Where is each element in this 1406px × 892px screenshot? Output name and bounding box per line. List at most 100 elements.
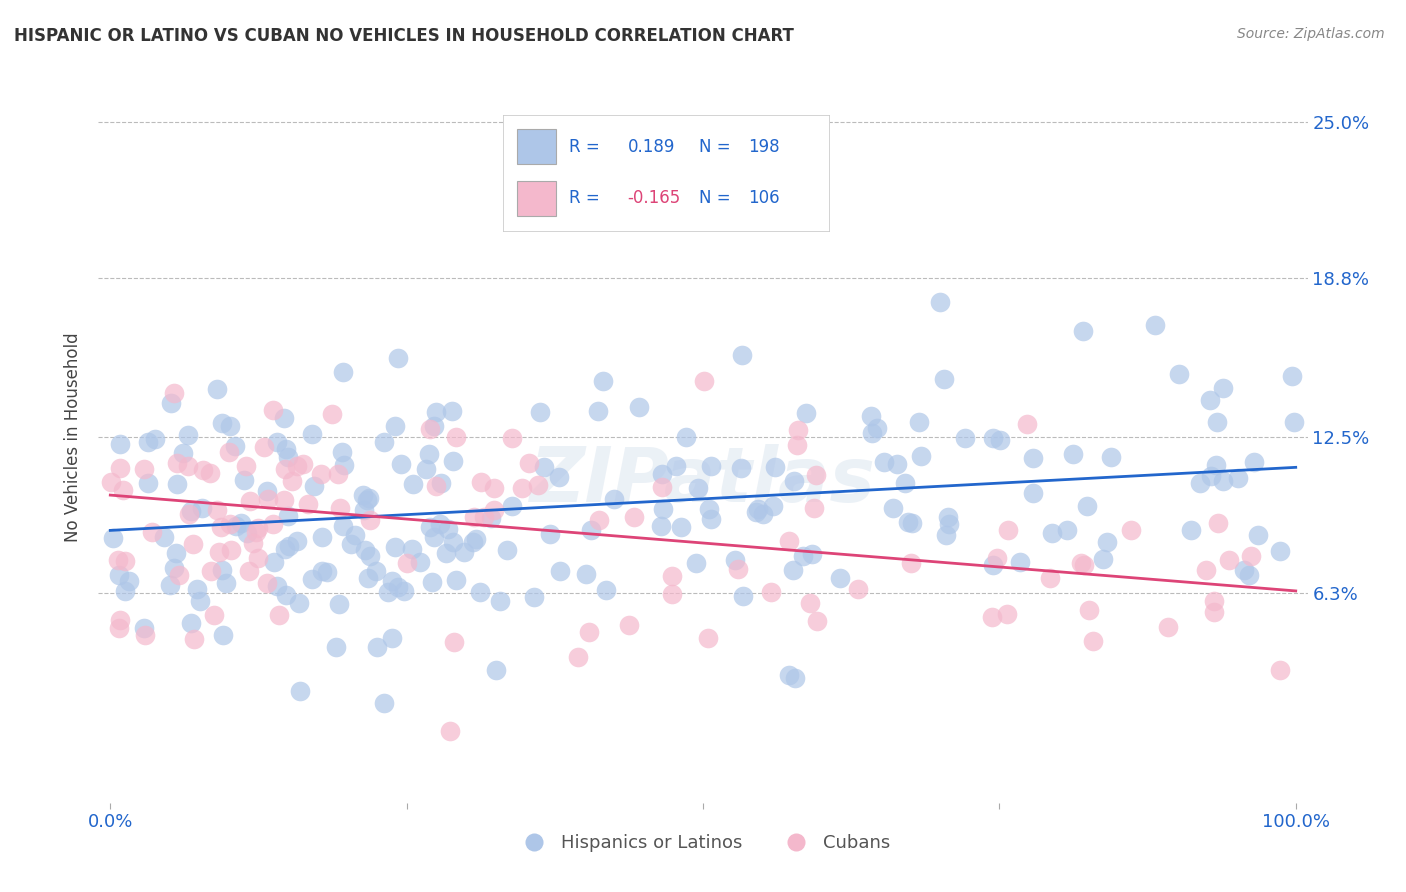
- Point: [1240, 549, 1263, 563]
- Point: [366, 564, 388, 578]
- Point: [752, 507, 775, 521]
- Point: [287, 533, 309, 548]
- Point: [1022, 451, 1045, 466]
- Point: [886, 457, 908, 471]
- Point: [256, 484, 278, 499]
- Point: [235, 458, 257, 473]
- Point: [1205, 458, 1227, 472]
- Point: [377, 585, 399, 599]
- Point: [239, 493, 262, 508]
- Point: [803, 500, 825, 515]
- Point: [897, 515, 920, 529]
- Point: [792, 549, 814, 564]
- Point: [910, 449, 932, 463]
- Point: [356, 493, 378, 508]
- Point: [288, 596, 311, 610]
- Point: [804, 468, 827, 483]
- Point: [627, 400, 650, 414]
- Point: [262, 516, 284, 531]
- Point: [110, 613, 132, 627]
- Point: [846, 582, 869, 596]
- Text: HISPANIC OR LATINO VS CUBAN NO VEHICLES IN HOUSEHOLD CORRELATION CHART: HISPANIC OR LATINO VS CUBAN NO VEHICLES …: [14, 27, 794, 45]
- Point: [108, 437, 131, 451]
- Point: [1212, 474, 1234, 488]
- Point: [651, 502, 673, 516]
- Point: [453, 544, 475, 558]
- Point: [1076, 499, 1098, 513]
- Point: [225, 519, 247, 533]
- Point: [651, 467, 673, 481]
- Point: [138, 476, 160, 491]
- Point: [783, 474, 806, 488]
- Point: [392, 583, 415, 598]
- Point: [650, 518, 672, 533]
- Point: [669, 520, 692, 534]
- Point: [484, 481, 506, 495]
- Point: [277, 509, 299, 524]
- Point: [731, 348, 754, 362]
- Point: [1194, 563, 1216, 577]
- Point: [103, 531, 125, 545]
- Point: [907, 415, 929, 429]
- Point: [176, 458, 198, 473]
- Point: [420, 575, 443, 590]
- Point: [603, 492, 626, 507]
- Point: [273, 493, 295, 508]
- Point: [425, 404, 447, 418]
- Point: [588, 404, 610, 418]
- Point: [423, 530, 446, 544]
- Point: [894, 475, 917, 490]
- Point: [402, 477, 425, 491]
- Point: [617, 618, 640, 632]
- Point: [297, 497, 319, 511]
- Point: [177, 427, 200, 442]
- Point: [786, 438, 808, 452]
- Point: [882, 500, 904, 515]
- Point: [995, 607, 1018, 621]
- Point: [354, 543, 377, 558]
- Point: [1022, 486, 1045, 500]
- Point: [162, 561, 184, 575]
- Point: [205, 382, 228, 396]
- Point: [233, 473, 256, 487]
- Point: [1039, 571, 1062, 585]
- Point: [418, 447, 440, 461]
- Point: [278, 539, 301, 553]
- Point: [273, 411, 295, 425]
- Point: [1232, 563, 1254, 577]
- Point: [1077, 602, 1099, 616]
- Point: [143, 432, 166, 446]
- Point: [229, 516, 252, 531]
- Point: [211, 628, 233, 642]
- Point: [495, 543, 517, 558]
- Point: [381, 632, 404, 646]
- Point: [860, 426, 883, 441]
- Point: [901, 516, 924, 530]
- Point: [730, 461, 752, 475]
- Point: [686, 481, 709, 495]
- Point: [387, 580, 409, 594]
- Point: [439, 723, 461, 738]
- Point: [191, 500, 214, 515]
- Point: [114, 584, 136, 599]
- Point: [997, 524, 1019, 538]
- Point: [245, 525, 267, 540]
- Point: [330, 444, 353, 458]
- Point: [665, 459, 688, 474]
- Point: [548, 564, 571, 578]
- Point: [288, 684, 311, 698]
- Point: [198, 466, 221, 480]
- Point: [1168, 367, 1191, 381]
- Point: [285, 458, 308, 473]
- Point: [1206, 415, 1229, 429]
- Point: [873, 455, 896, 469]
- Point: [118, 574, 141, 588]
- Point: [762, 500, 785, 514]
- Point: [162, 386, 184, 401]
- Point: [193, 463, 215, 477]
- Point: [380, 574, 402, 588]
- Point: [329, 500, 352, 515]
- Point: [172, 445, 194, 459]
- Point: [280, 474, 302, 488]
- Point: [517, 456, 540, 470]
